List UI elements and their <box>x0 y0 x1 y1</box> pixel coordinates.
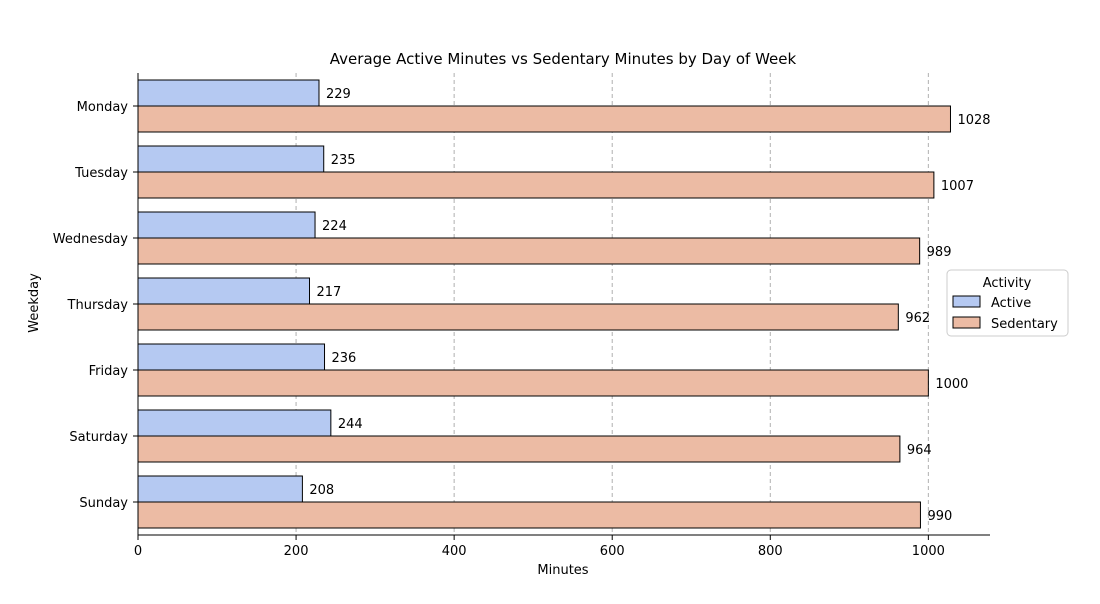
data-label: 235 <box>331 153 356 168</box>
data-label: 990 <box>927 509 952 524</box>
y-tick-label: Saturday <box>69 430 128 445</box>
bar-active-saturday <box>137 409 332 437</box>
data-label: 229 <box>326 87 351 102</box>
data-labels-layer: 229 1028 235 1007 224 989 217 962 236 1000 244 964 2… <box>309 87 990 524</box>
data-label: 217 <box>317 285 342 300</box>
y-tick-label: Monday <box>77 100 129 115</box>
y-tick-label: Friday <box>89 364 129 379</box>
x-tick-label: 600 <box>600 544 625 559</box>
data-label: 1007 <box>941 179 974 194</box>
bars-layer <box>137 79 951 529</box>
x-tick-label: 400 <box>442 544 467 559</box>
bar-sedentary-wednesday <box>137 237 921 265</box>
data-label: 964 <box>907 443 932 458</box>
chart-title: Average Active Minutes vs Sedentary Minu… <box>330 50 797 68</box>
data-label: 1000 <box>935 377 968 392</box>
legend-swatch-sedentary <box>952 316 981 329</box>
bar-active-wednesday <box>137 211 316 239</box>
bar-sedentary-saturday <box>137 435 901 463</box>
legend-title: Activity <box>983 276 1032 291</box>
bar-sedentary-thursday <box>137 303 899 331</box>
legend: Activity Active Sedentary <box>946 269 1069 337</box>
data-label: 244 <box>338 417 363 432</box>
bar-sedentary-monday <box>137 105 951 133</box>
data-label: 962 <box>905 311 930 326</box>
bar-sedentary-sunday <box>137 501 921 529</box>
x-tick-label: 800 <box>758 544 783 559</box>
data-label: 989 <box>927 245 952 260</box>
bar-sedentary-friday <box>137 369 929 397</box>
y-tick-label: Sunday <box>79 496 128 511</box>
y-tick-label: Thursday <box>67 298 129 313</box>
bar-active-thursday <box>137 277 311 305</box>
legend-label-active: Active <box>991 296 1031 311</box>
bar-sedentary-tuesday <box>137 171 935 199</box>
y-tick-label: Tuesday <box>74 166 128 181</box>
x-tick-label: 200 <box>284 544 309 559</box>
bar-active-monday <box>137 79 320 107</box>
axes-layer: 0 200 400 600 800 1000 Monday Tuesday Wednesday T… <box>53 73 990 559</box>
x-axis-label: Minutes <box>537 563 588 578</box>
data-label: 208 <box>309 483 334 498</box>
legend-label-sedentary: Sedentary <box>991 317 1058 332</box>
x-tick-label: 0 <box>134 544 142 559</box>
bar-active-friday <box>137 343 326 371</box>
y-axis-label: Weekday <box>27 273 42 333</box>
bar-active-tuesday <box>137 145 325 173</box>
data-label: 1028 <box>957 113 990 128</box>
data-label: 224 <box>322 219 347 234</box>
legend-swatch-active <box>952 295 981 308</box>
bar-active-sunday <box>137 475 303 503</box>
x-tick-label: 1000 <box>912 544 945 559</box>
y-tick-label: Wednesday <box>53 232 129 247</box>
data-label: 236 <box>332 351 357 366</box>
